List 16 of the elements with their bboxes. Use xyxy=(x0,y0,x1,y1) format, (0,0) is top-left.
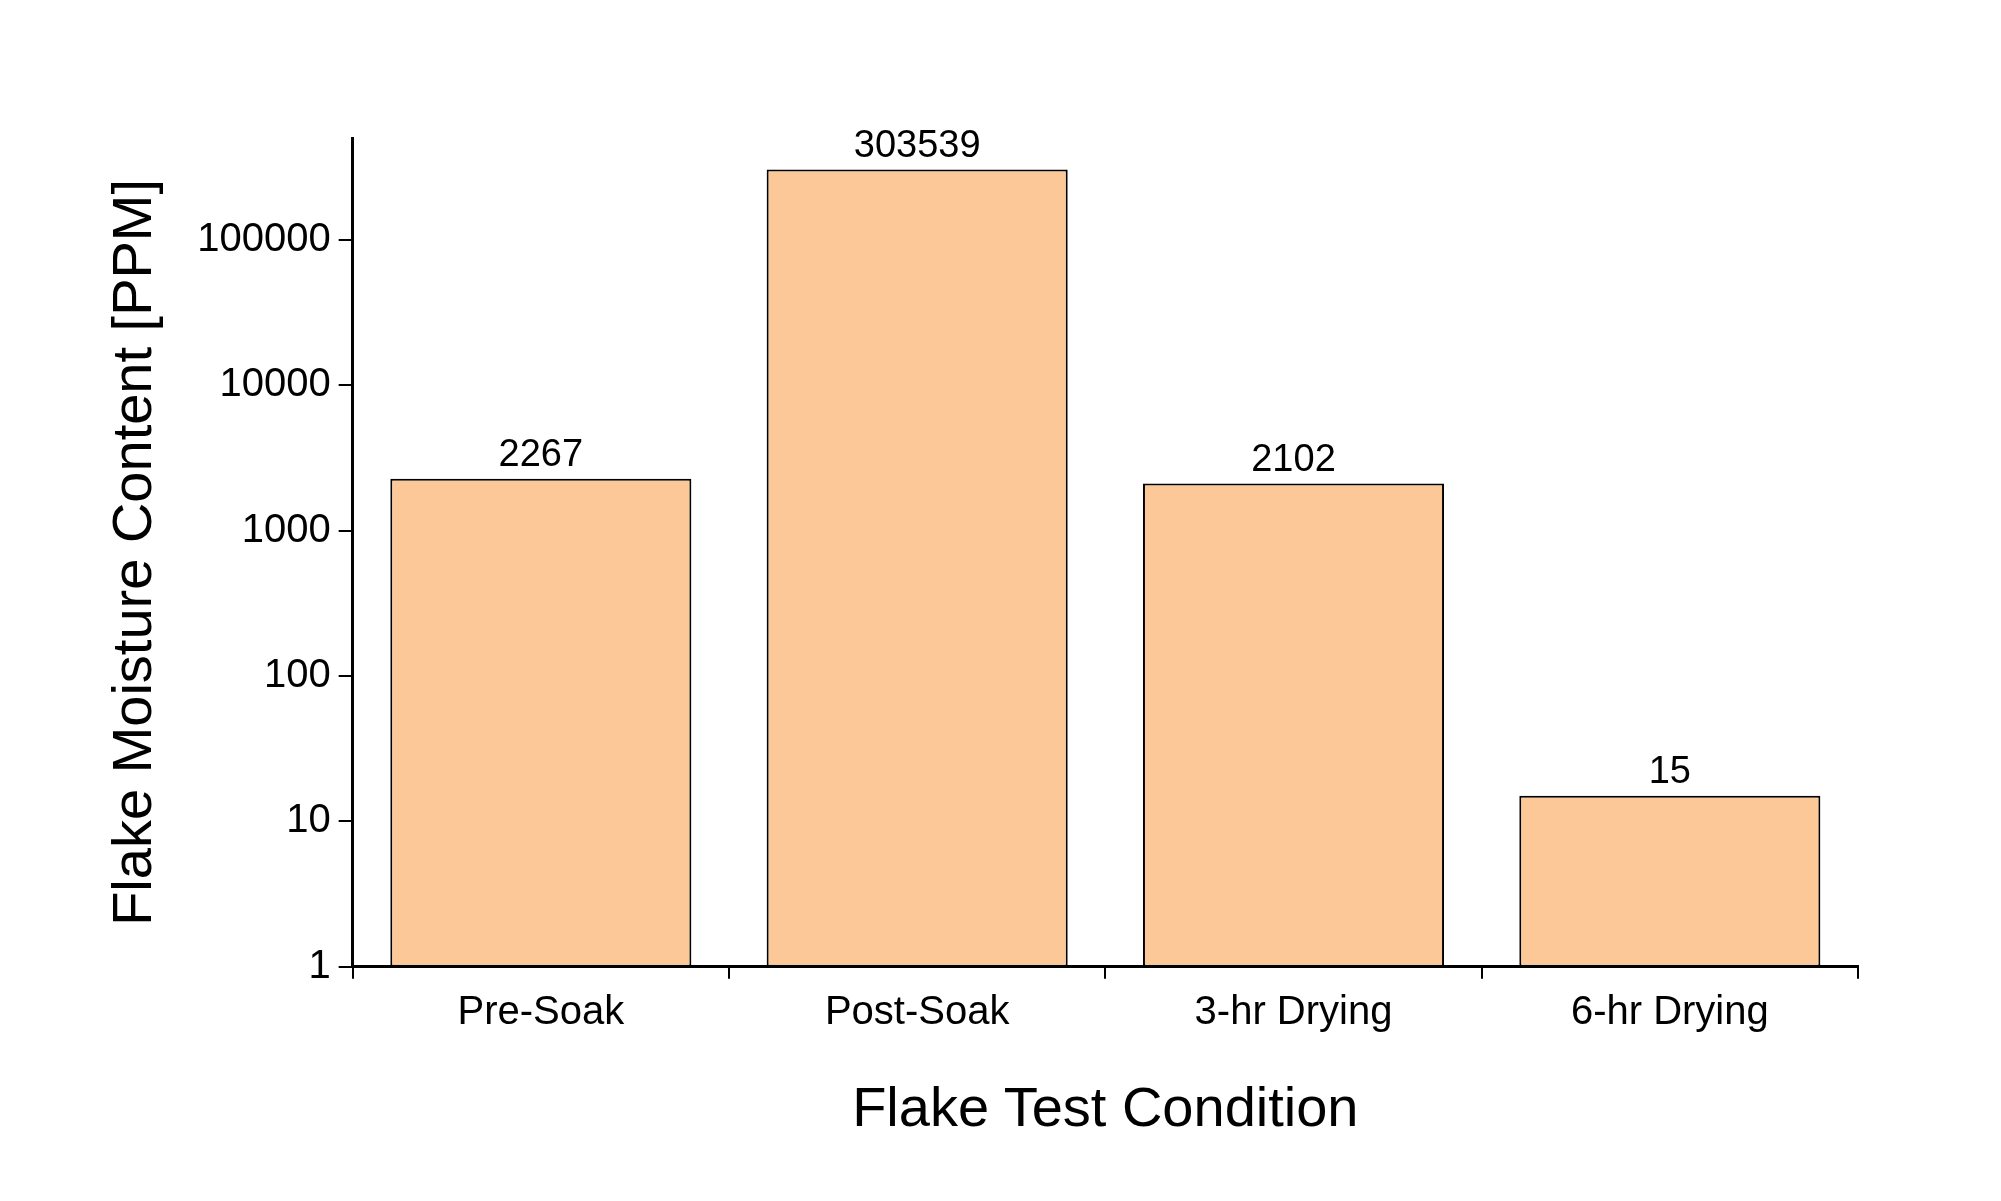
data-label: 2102 xyxy=(1251,437,1336,480)
y-axis-title: Flake Moisture Content [PPM] xyxy=(100,178,164,926)
x-tick-label: 3-hr Drying xyxy=(1194,987,1393,1032)
y-tick-label: 100000 xyxy=(197,214,331,259)
y-tick-label: 100 xyxy=(263,650,331,695)
x-tick-label: Pre-Soak xyxy=(457,987,626,1032)
x-axis-title: Flake Test Condition xyxy=(852,1074,1359,1138)
y-tick-label: 10000 xyxy=(219,360,331,405)
y-tick-label: 10 xyxy=(286,796,331,841)
x-tick-label: Post-Soak xyxy=(824,987,1011,1032)
y-tick-label: 1 xyxy=(308,941,331,986)
x-tick-label: 6-hr Drying xyxy=(1570,987,1769,1032)
y-tick-label: 1000 xyxy=(241,505,331,550)
data-label: 2267 xyxy=(498,432,584,475)
data-label: 15 xyxy=(1648,749,1691,792)
data-label: 303539 xyxy=(853,123,981,166)
